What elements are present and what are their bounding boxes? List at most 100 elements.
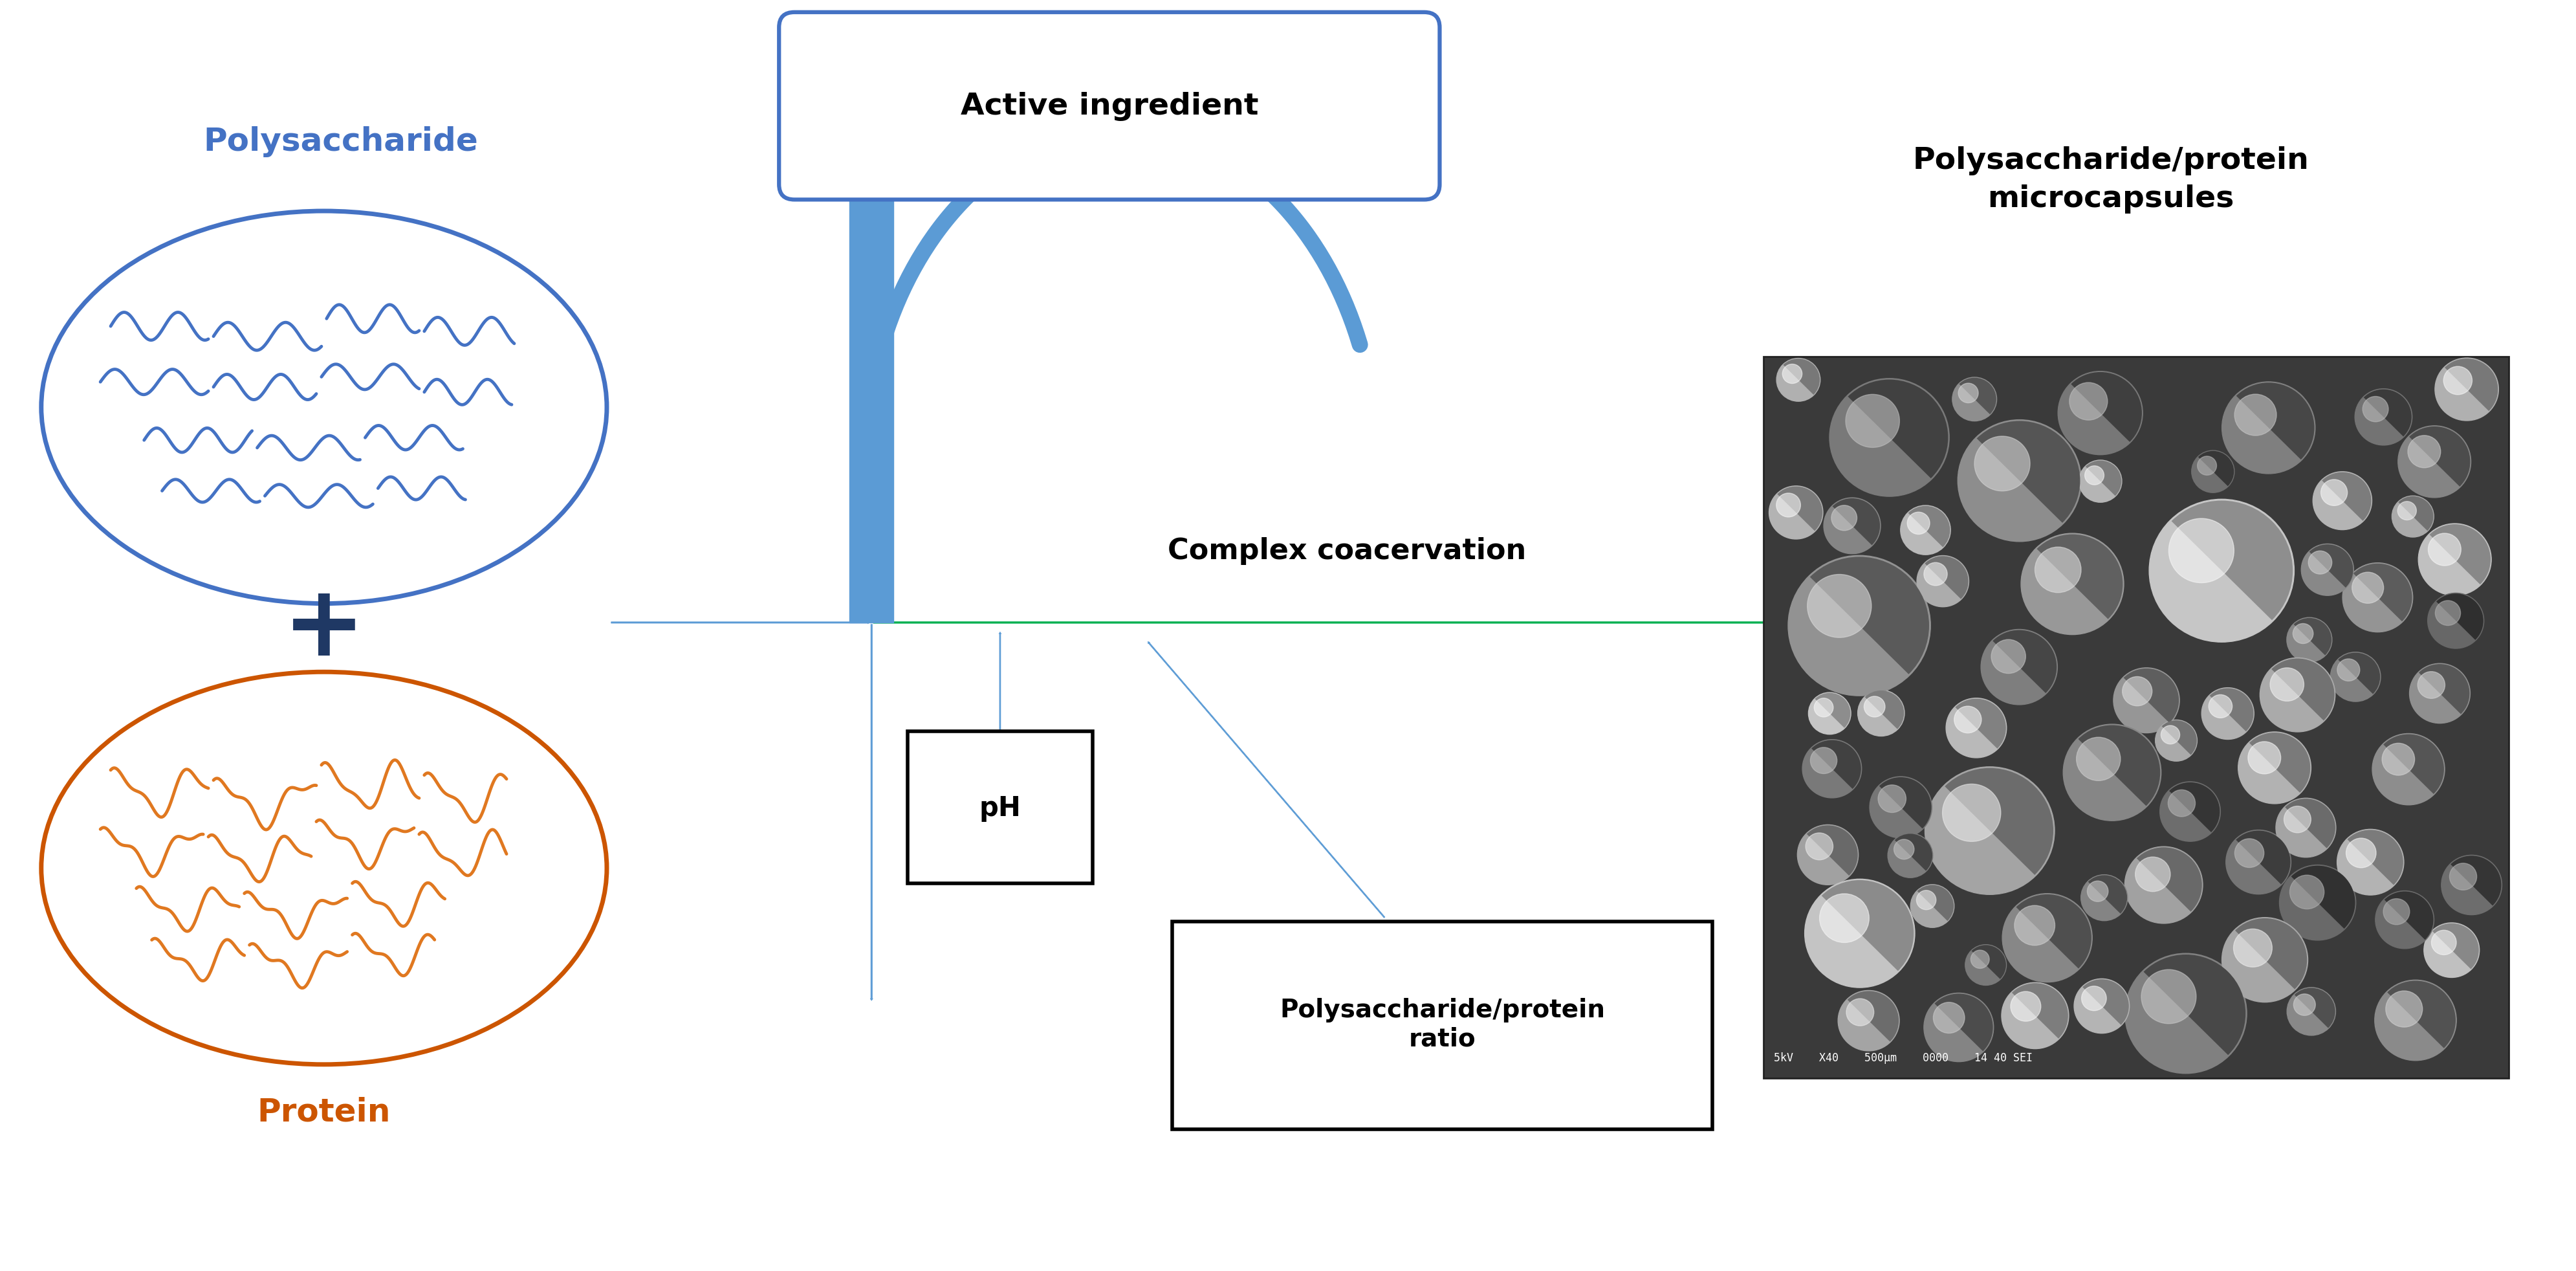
Circle shape	[1806, 880, 1914, 988]
Circle shape	[2223, 918, 2308, 1003]
Circle shape	[2293, 624, 2313, 644]
Circle shape	[2445, 367, 2473, 395]
Circle shape	[2429, 534, 2460, 566]
Circle shape	[2125, 953, 2246, 1074]
Wedge shape	[2169, 783, 2221, 833]
Wedge shape	[2285, 799, 2336, 849]
Circle shape	[2434, 358, 2499, 421]
Wedge shape	[2038, 535, 2123, 619]
Circle shape	[2259, 658, 2336, 732]
Circle shape	[1971, 951, 1989, 969]
Text: Complex coacervation: Complex coacervation	[1167, 536, 1528, 564]
Wedge shape	[2197, 451, 2233, 487]
Wedge shape	[2136, 848, 2202, 911]
Circle shape	[2342, 563, 2414, 633]
Circle shape	[1788, 555, 1929, 697]
Circle shape	[2372, 733, 2445, 805]
Wedge shape	[1971, 946, 2007, 979]
Circle shape	[2385, 991, 2421, 1027]
Circle shape	[2081, 986, 2107, 1010]
Circle shape	[1808, 574, 1870, 638]
Bar	[1765, 357, 2509, 1079]
Circle shape	[1932, 1003, 1965, 1033]
Circle shape	[2434, 601, 2460, 625]
Text: pH: pH	[979, 794, 1020, 821]
Circle shape	[1811, 747, 1837, 774]
Ellipse shape	[41, 211, 608, 604]
Circle shape	[1981, 629, 2058, 705]
Circle shape	[1893, 840, 1914, 859]
Wedge shape	[2409, 427, 2470, 487]
Circle shape	[2223, 383, 2316, 474]
Circle shape	[2233, 394, 2277, 436]
Wedge shape	[1994, 630, 2056, 694]
Wedge shape	[2161, 721, 2197, 755]
Circle shape	[2383, 899, 2409, 925]
Circle shape	[2058, 371, 2143, 455]
Text: Polysaccharide/protein
ratio: Polysaccharide/protein ratio	[1280, 998, 1605, 1051]
Wedge shape	[1945, 768, 2053, 876]
Wedge shape	[1896, 834, 1932, 871]
Circle shape	[1878, 785, 1906, 812]
Wedge shape	[2385, 892, 2434, 941]
Circle shape	[1829, 379, 1950, 497]
Circle shape	[2347, 839, 2375, 868]
Circle shape	[2419, 672, 2445, 699]
Wedge shape	[2437, 594, 2483, 641]
Wedge shape	[2210, 689, 2254, 732]
Circle shape	[2084, 466, 2105, 486]
Wedge shape	[1832, 498, 1880, 545]
Circle shape	[2280, 866, 2357, 941]
Circle shape	[2141, 970, 2197, 1023]
Text: Polysaccharide/protein
microcapsules: Polysaccharide/protein microcapsules	[1911, 146, 2308, 214]
Circle shape	[2239, 732, 2311, 805]
Circle shape	[2293, 994, 2316, 1016]
Wedge shape	[1821, 881, 1914, 971]
Circle shape	[1865, 697, 1886, 717]
Wedge shape	[1880, 778, 1932, 829]
Wedge shape	[2143, 955, 2246, 1055]
Circle shape	[2409, 663, 2470, 723]
Wedge shape	[2087, 461, 2123, 496]
Wedge shape	[2017, 895, 2092, 969]
Circle shape	[2249, 742, 2280, 774]
Circle shape	[2123, 677, 2151, 707]
Wedge shape	[2290, 866, 2354, 929]
Circle shape	[1906, 512, 1929, 535]
Circle shape	[1901, 506, 1950, 555]
Wedge shape	[2236, 919, 2308, 989]
Wedge shape	[2071, 372, 2141, 442]
Circle shape	[1965, 944, 2007, 985]
Circle shape	[1911, 885, 1955, 928]
Circle shape	[1808, 693, 1852, 735]
Ellipse shape	[41, 672, 608, 1065]
Circle shape	[2063, 724, 2161, 821]
Wedge shape	[2432, 924, 2478, 970]
Circle shape	[2022, 534, 2123, 636]
Circle shape	[1958, 384, 1978, 403]
Circle shape	[2002, 982, 2069, 1049]
Text: Protein: Protein	[258, 1096, 392, 1127]
Wedge shape	[2249, 733, 2311, 793]
Wedge shape	[2419, 665, 2470, 714]
Circle shape	[2136, 857, 2172, 892]
Wedge shape	[1865, 691, 1904, 730]
Wedge shape	[2089, 876, 2128, 914]
Bar	[1172, 921, 1713, 1129]
Circle shape	[2081, 874, 2128, 921]
Circle shape	[2014, 906, 2056, 946]
Circle shape	[2450, 863, 2476, 890]
Circle shape	[2079, 460, 2123, 503]
Circle shape	[1924, 993, 1994, 1061]
Wedge shape	[1935, 994, 1994, 1051]
Wedge shape	[2339, 653, 2380, 694]
Wedge shape	[2347, 830, 2403, 885]
Circle shape	[1973, 437, 2030, 492]
Circle shape	[1847, 999, 1873, 1026]
Circle shape	[1819, 894, 1870, 943]
Wedge shape	[1783, 360, 1819, 395]
Circle shape	[2035, 548, 2081, 592]
Circle shape	[2233, 839, 2264, 868]
Circle shape	[1798, 825, 1857, 885]
Circle shape	[2169, 519, 2233, 583]
